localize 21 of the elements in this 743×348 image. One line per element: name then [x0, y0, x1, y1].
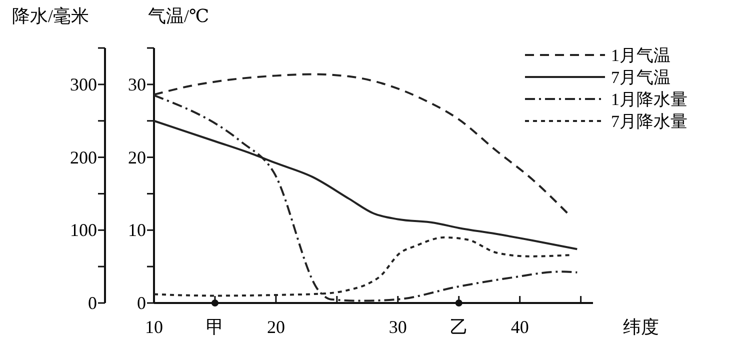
x-axis-title: 纬度 — [623, 317, 659, 337]
y-tick-label: 20 — [128, 147, 146, 168]
legend-label: 7月降水量 — [611, 112, 688, 131]
legend-label: 1月气温 — [611, 46, 670, 65]
x-tick-label: 40 — [510, 317, 529, 337]
x-tick-label: 20 — [266, 317, 285, 337]
legend-label: 7月气温 — [611, 68, 670, 87]
y2-tick-label: 200 — [70, 147, 97, 168]
y-axis-title: 气温/℃ — [148, 6, 210, 26]
y2-tick-label: 100 — [70, 220, 97, 240]
y-tick-label: 10 — [128, 220, 146, 240]
x-tick-label: 乙 — [450, 317, 468, 337]
y2-axis-title: 降水/毫米 — [12, 6, 90, 26]
x-tick-label: 甲 — [206, 317, 224, 337]
x-tick-label: 30 — [388, 317, 407, 337]
y2-tick-label: 0 — [88, 293, 97, 313]
y2-tick-label: 300 — [70, 74, 97, 94]
legend-label: 1月降水量 — [611, 90, 688, 109]
y-tick-label: 30 — [128, 74, 146, 94]
x-tick-label: 10 — [145, 317, 163, 337]
y-tick-label: 0 — [137, 293, 146, 313]
